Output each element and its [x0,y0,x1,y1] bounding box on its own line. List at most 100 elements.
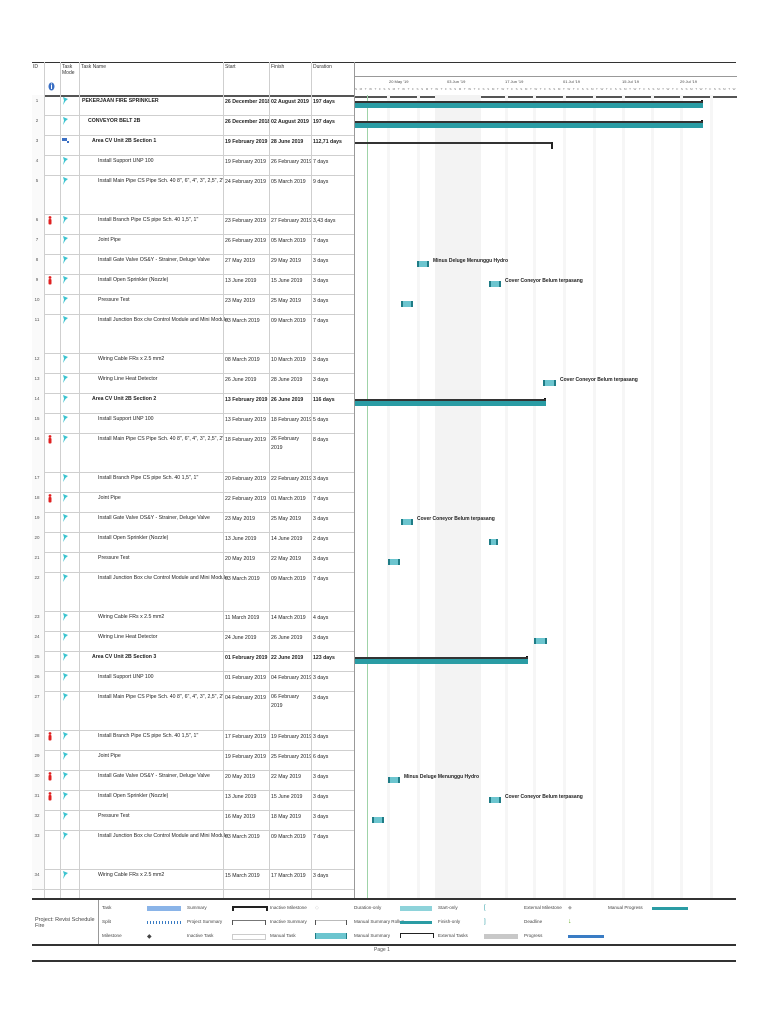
table-row[interactable]: 21 Pressure Test 20 May 2019 22 May 2019 3 d… [32,552,354,573]
auto-schedule-pin-icon [62,732,68,740]
auto-schedule-pin-icon [62,256,68,264]
table-row[interactable]: 20 Install Open Sprinkler (Nozzle) 13 June… [32,532,354,553]
table-row[interactable]: 28 Install Branch Pipe CS pipe Sch. 40 1,… [32,730,354,751]
table-row[interactable]: 34 Wiring Cable FRs x 2.5 mm2 15 March 201… [32,869,354,890]
page-footer: Page 1 [32,944,736,962]
resource-person-icon [48,494,52,503]
task-bar[interactable] [534,638,547,644]
table-row[interactable]: 12 Wiring Cable FRs x 2.5 mm2 08 March 201… [32,353,354,374]
task-finish: 26 June 2019 [271,635,303,641]
legend-milestone: Milestone [102,933,122,938]
table-row[interactable]: 9 Install Open Sprinkler (Nozzle) 13 June … [32,274,354,295]
summary-bar[interactable] [355,399,546,406]
legend-summary-swatch [232,906,268,911]
task-finish: 17 March 2019 [271,873,306,879]
table-row[interactable]: 27 Install Main Pipe CS Pipe Sch. 40 8", … [32,691,354,731]
task-finish: 05 March 2019 [271,238,306,244]
task-id: 10 [34,297,40,302]
bar-annotation: Minus Deluge Menunggu Hydro [404,774,479,780]
table-row[interactable]: 6 Install Branch Pipe CS pipe Sch. 40 1,5… [32,214,354,235]
legend-task: Task [102,905,112,910]
task-bar[interactable] [401,519,413,525]
task-finish: 01 March 2019 [271,496,306,502]
table-row[interactable]: 15 Install Support UNP 100 13 February 201… [32,413,354,434]
table-row[interactable]: 16 Install Main Pipe CS Pipe Sch. 40 8", … [32,433,354,473]
auto-schedule-pin-icon [62,752,68,760]
auto-schedule-pin-icon [62,574,68,582]
summary-bar[interactable] [355,121,703,128]
task-bar[interactable] [401,301,413,307]
auto-schedule-pin-icon [62,534,68,542]
timescale: 20 May '19 03 Jun '19 17 Jun '19 01 Jul … [355,76,737,98]
table-row[interactable]: 1 PEKERJAAN FIRE SPRINKLER 26 December 201… [32,95,354,116]
table-row[interactable]: 8 Install Gate Valve OS&Y - Strainer, Del… [32,254,354,275]
task-name: Wiring Cable FRs x 2.5 mm2 [98,356,165,362]
table-row[interactable]: 32 Pressure Test 16 May 2019 18 May 2019 3 d… [32,810,354,831]
task-start: 24 February 2019 [225,179,266,185]
task-bar[interactable] [489,281,501,287]
table-row[interactable]: 10 Pressure Test 23 May 2019 25 May 2019 3 d… [32,294,354,315]
task-finish: 04 February 2019 [271,675,312,681]
task-duration: 197 days [313,99,335,105]
task-bar[interactable] [543,380,556,386]
task-name: Wiring Cable FRs x 2.5 mm2 [98,872,165,878]
task-finish: 22 May 2019 [271,556,301,562]
task-duration: 3 days [313,476,329,482]
task-finish: 22 May 2019 [271,774,301,780]
table-row[interactable]: 24 Wiring Line Heat Detector 24 June 2019 2… [32,631,354,652]
task-finish: 19 February 2019 [271,734,312,740]
bar-annotation: Cover Coneyor Belum terpasang [560,377,638,383]
legend-deadline: Deadline [524,919,543,924]
task-start: 26 December 2018 [225,99,271,105]
table-row[interactable]: 33 Install Junction Box c/w Control Modul… [32,830,354,870]
task-start: 26 December 2018 [225,119,271,125]
legend-external-tasks-swatch [484,934,518,939]
table-row[interactable]: 31 Install Open Sprinkler (Nozzle) 13 June… [32,790,354,811]
task-name: Install Gate Valve OS&Y - Strainer, Delu… [98,257,210,263]
table-row[interactable]: 17 Install Branch Pipe CS pipe Sch. 40 1,… [32,472,354,493]
col-divider [79,62,80,898]
summary-bar[interactable] [355,657,528,664]
table-row[interactable]: 14 Area CV Unit 2B Section 2 13 February 2… [32,393,354,414]
table-row[interactable]: 25 Area CV Unit 2B Section 3 01 February 2… [32,651,354,672]
finish-only-icon: ] [484,919,486,925]
table-row[interactable]: 11 Install Junction Box c/w Control Modul… [32,314,354,354]
table-row[interactable]: 30 Install Gate Valve OS&Y - Strainer, De… [32,770,354,791]
manual-schedule-icon [62,137,69,145]
table-row[interactable]: 18 Joint Pipe 22 February 2019 01 March 201… [32,492,354,513]
week-label: 17 Jun '19 [505,79,524,84]
table-row[interactable]: 2 CONVEYOR BELT 2B 26 December 2018 02 Augu… [32,115,354,136]
summary-bar[interactable] [355,101,703,108]
task-bar[interactable] [489,539,498,545]
auto-schedule-pin-icon [62,871,68,879]
table-row[interactable]: 4 Install Support UNP 100 19 February 2019… [32,155,354,176]
table-row[interactable]: 26 Install Support UNP 100 01 February 201… [32,671,354,692]
manual-summary-bar[interactable] [355,142,553,149]
bar-annotation: Cover Coneyor Belum terpasang [505,278,583,284]
task-duration: 4 days [313,615,329,621]
table-row[interactable]: 7 Joint Pipe 26 February 2019 05 March 2019… [32,234,354,255]
table-row[interactable]: 5 Install Main Pipe CS Pipe Sch. 40 8", 6… [32,175,354,215]
table-row[interactable]: 22 Install Junction Box c/w Control Modul… [32,572,354,612]
task-start: 13 June 2019 [225,794,257,800]
legend-manual-summary-rollup: Manual Summary Rollup [354,919,405,924]
task-bar[interactable] [388,777,400,783]
table-row[interactable]: 13 Wiring Line Heat Detector 26 June 2019 2… [32,373,354,394]
task-id: 30 [34,773,40,778]
task-id: 9 [35,277,39,282]
table-row[interactable]: 29 Joint Pipe 19 February 2019 25 February … [32,750,354,771]
task-start: 24 June 2019 [225,635,257,641]
table-row[interactable]: 23 Wiring Cable FRs x 2.5 mm2 11 March 201… [32,611,354,632]
task-finish: 25 May 2019 [271,516,301,522]
task-bar[interactable] [417,261,429,267]
task-name: Install Junction Box c/w Control Module … [98,317,229,323]
task-duration: 3 days [313,814,329,820]
task-bar[interactable] [372,817,384,823]
table-row[interactable]: 19 Install Gate Valve OS&Y - Strainer, De… [32,512,354,533]
legend-summary: Summary [187,905,207,910]
task-bar[interactable] [489,797,501,803]
task-id: 22 [34,575,40,580]
task-start: 20 May 2019 [225,556,255,562]
task-bar[interactable] [388,559,400,565]
table-row[interactable]: 3 Area CV Unit 2B Section 1 19 February 20… [32,135,354,156]
